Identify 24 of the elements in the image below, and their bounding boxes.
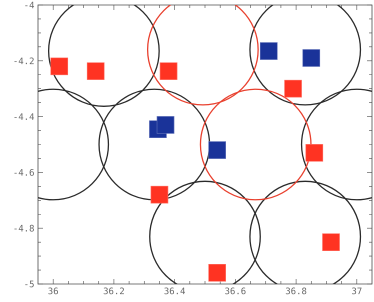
point bbox=[150, 186, 168, 204]
point bbox=[284, 80, 302, 98]
x-tick-label: 36.2 bbox=[104, 288, 124, 294]
x-tick-label: 36.6 bbox=[225, 288, 246, 294]
point bbox=[302, 49, 320, 67]
point bbox=[306, 144, 324, 162]
y-tick-label: -4 bbox=[25, 2, 34, 8]
x-tick-label: 37 bbox=[352, 288, 362, 294]
point bbox=[86, 62, 104, 80]
point bbox=[160, 62, 178, 80]
point bbox=[208, 264, 226, 282]
point bbox=[208, 141, 226, 159]
y-tick-label: -4.4 bbox=[14, 113, 34, 120]
y-tick-label: -5 bbox=[25, 280, 34, 288]
x-tick-label: 36.4 bbox=[164, 288, 186, 294]
x-tick-label: 36 bbox=[48, 288, 58, 294]
y-tick-label: -4.6 bbox=[14, 169, 34, 176]
x-tick-label: 36.8 bbox=[286, 288, 306, 294]
point bbox=[156, 116, 174, 134]
point bbox=[50, 58, 68, 76]
point bbox=[322, 233, 340, 251]
y-tick-label: -4.2 bbox=[14, 57, 34, 64]
point bbox=[260, 42, 278, 60]
y-tick-label: -4.8 bbox=[14, 224, 34, 232]
